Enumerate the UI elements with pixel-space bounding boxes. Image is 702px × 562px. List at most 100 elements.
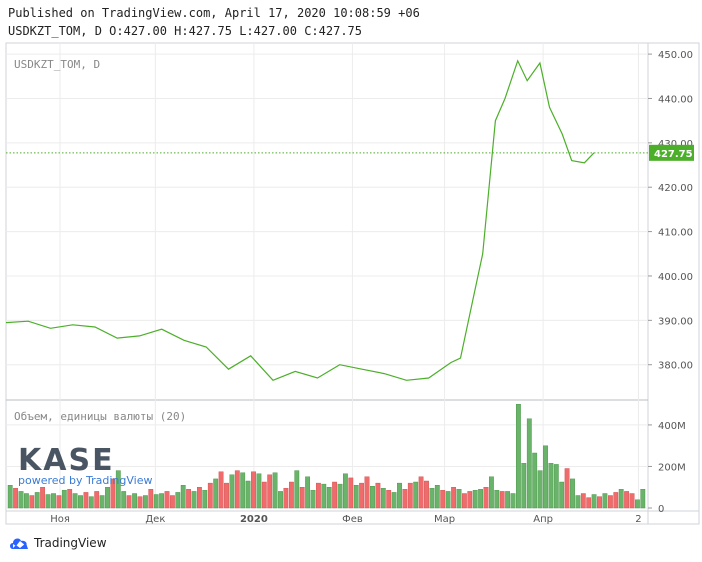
volume-bar [553,464,559,509]
volume-bar [402,489,408,509]
y-tick-label: 450.00 [658,50,693,61]
volume-bar [13,488,18,509]
volume-bar [94,491,100,509]
volume-bar [629,493,635,509]
vol-tick-label: 400M [658,421,686,432]
volume-bar [148,489,154,509]
y-tick-label: 440.00 [658,94,693,105]
volume-bar [537,470,543,509]
volume-bar [510,493,516,509]
volume-bar [602,493,608,509]
volume-bar [283,488,289,509]
volume-bar [472,490,478,509]
vol-tick-label: 200M [658,462,686,473]
volume-bar [494,490,500,509]
volume-bar [597,496,602,509]
volume-bar [310,490,316,509]
volume-bar [24,493,29,509]
volume-bar [132,493,137,509]
volume-bar [191,491,197,509]
volume-bar [386,490,392,509]
ohlc-header: USDKZT_TOM, D O:427.00 H:427.75 L:427.00… [8,24,363,38]
volume-bar [608,495,613,509]
volume-bar [559,481,565,509]
volume-bar [72,493,78,509]
volume-bar [61,490,67,509]
volume-bar [175,492,181,509]
volume-bar [326,487,332,509]
volume-bar [159,493,164,509]
volume-bar [115,470,121,509]
price-series-line [5,59,595,382]
volume-bar [521,463,527,509]
volume-bar [397,482,402,509]
volume-bar [261,481,267,509]
volume-bar [380,488,386,509]
tradingview-brand-text: TradingView [34,536,107,550]
volume-bar [424,480,429,509]
volume-bar [99,495,105,509]
volume-bar [467,491,473,509]
symbol-label: USDKZT_TOM, D [14,58,100,71]
volume-bar [434,485,440,509]
volume-bar [332,481,337,509]
volume-bar [180,485,186,509]
volume-bar [440,490,446,509]
volume-bar [618,489,624,509]
volume-bar [586,497,592,509]
volume-bar [272,472,278,509]
volume-bar [375,482,381,509]
volume-bar [224,482,229,509]
volume-bar [478,489,483,509]
volume-bar [186,489,191,509]
volume-bar [142,495,148,509]
volume-bar [305,476,310,509]
volume-bar [229,474,235,509]
last-price-label: 427.75 [654,149,693,160]
volume-bar [105,487,110,509]
volume-bar [640,489,646,509]
volume-bar [45,494,51,509]
volume-bar [34,492,40,509]
volume-bar [413,481,419,509]
volume-bar [499,491,505,509]
volume-bar [489,476,494,509]
x-tick-label: Дек [145,514,165,525]
x-tick-label: Апр [533,514,553,525]
volume-bar [548,463,554,509]
volume-bar [337,483,343,509]
volume-bar [153,494,159,509]
footer-brand[interactable]: TradingView [8,535,107,551]
volume-bar [591,494,597,509]
x-tick-label: 2020 [240,514,268,525]
volume-bar [137,496,143,509]
volume-bar [267,474,273,509]
powered-by-text: powered by TradingView [18,474,153,487]
y-tick-label: 420.00 [658,183,693,194]
volume-bar [445,491,451,509]
volume-bar [613,492,619,509]
volume-bar [67,489,73,509]
x-tick-label: Ноя [50,514,70,525]
volume-bar [624,491,630,509]
volume-bar [505,491,510,509]
volume-bar [532,452,538,509]
y-tick-label: 390.00 [658,316,693,327]
y-tick-label: 430.00 [658,139,693,150]
volume-bar [196,487,202,509]
volume-bar [575,495,581,509]
volume-bar [364,476,370,509]
volume-bar [88,496,94,509]
x-tick-label: Фев [342,514,363,525]
kase-logo: KASE powered by TradingView [18,446,153,488]
volume-bar [234,470,240,509]
volume-bar [299,487,305,509]
volume-bar [516,404,521,509]
volume-bar [83,492,89,509]
volume-bar [110,478,116,509]
volume-bar [456,489,462,509]
volume-bar [251,471,256,509]
volume-bar [359,482,364,509]
tradingview-cloud-icon [10,538,28,549]
